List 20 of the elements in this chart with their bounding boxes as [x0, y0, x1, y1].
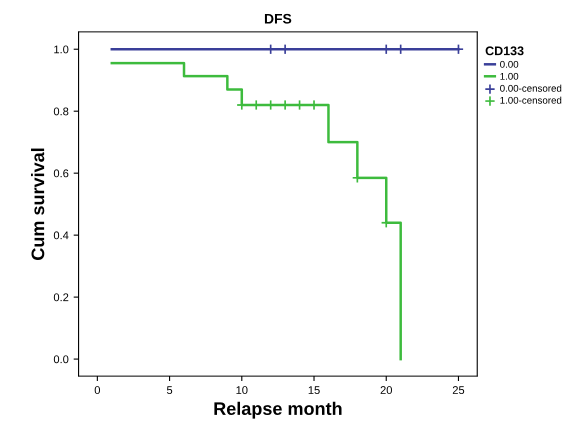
x-tick-label: 5: [166, 386, 172, 394]
x-axis-title: Relapse month: [214, 402, 342, 419]
legend-label: 1.00: [500, 72, 518, 80]
x-tick-label: 10: [236, 386, 248, 394]
y-axis-title: Cum survival: [31, 148, 44, 260]
y-tick-label: 1.0: [54, 45, 68, 54]
x-tick-label: 0: [94, 386, 100, 394]
y-tick-label: 0.2: [54, 293, 68, 302]
legend-title: CD133: [486, 46, 524, 56]
y-tick-label: 0.0: [54, 355, 68, 364]
y-tick-label: 0.4: [54, 231, 69, 240]
x-tick-label: 15: [308, 386, 320, 394]
chart-title: DFS: [264, 14, 292, 24]
legend-label: 0.00: [500, 60, 518, 68]
y-tick-label: 0.6: [54, 169, 68, 178]
legend-label: 1.00-censored: [500, 96, 562, 104]
legend-label: 0.00-censored: [500, 84, 562, 92]
x-tick-label: 20: [380, 386, 392, 394]
y-tick-label: 0.8: [54, 107, 68, 116]
x-tick-label: 25: [452, 386, 464, 394]
